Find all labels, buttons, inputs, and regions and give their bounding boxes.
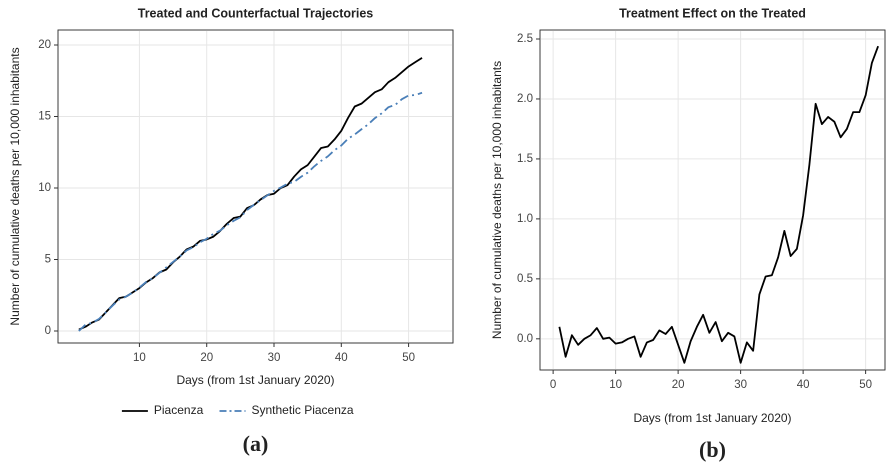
x-tick-label: 40 [335, 352, 348, 364]
y-tick-label: 1.0 [517, 213, 533, 225]
legend-label: Piacenza [154, 403, 204, 417]
y-tick-label: 10 [38, 182, 51, 194]
x-tick-label: 20 [672, 379, 685, 391]
plot-border [57, 29, 454, 344]
legend-label: Synthetic Piacenza [252, 403, 354, 417]
data-line [78, 91, 423, 332]
x-tick-label: 50 [859, 379, 872, 391]
y-tick-label: 20 [38, 39, 51, 51]
y-tick-label: 2.0 [517, 93, 533, 105]
y-tick-label: 2.5 [517, 33, 533, 45]
y-tick-label: 0 [45, 325, 51, 337]
y-axis-label: Number of cumulative deaths per 10,000 i… [490, 61, 504, 339]
x-tick-label: 50 [402, 352, 415, 364]
plot-panel [539, 29, 886, 371]
x-tick-label: 30 [268, 352, 281, 364]
x-axis-label: Days (from 1st January 2020) [176, 373, 334, 387]
y-tick-label: 1.5 [517, 153, 533, 165]
panel-caption: (b) [699, 437, 726, 462]
chart-title: Treatment Effect on the Treated [619, 6, 806, 20]
x-tick-label: 10 [133, 352, 146, 364]
plot-panel [57, 29, 454, 344]
x-tick-label: 20 [200, 352, 213, 364]
y-tick-label: 0.0 [517, 333, 533, 345]
x-tick-label: 10 [609, 379, 622, 391]
y-tick-label: 0.5 [517, 273, 533, 285]
panel-caption: (a) [243, 431, 269, 456]
y-tick-label: 5 [45, 254, 51, 266]
data-line [558, 45, 879, 364]
x-tick-label: 30 [734, 379, 747, 391]
y-tick-label: 15 [38, 111, 51, 123]
x-axis-label: Days (from 1st January 2020) [633, 411, 791, 425]
x-tick-label: 40 [797, 379, 810, 391]
chart-title: Treated and Counterfactual Trajectories [138, 6, 374, 20]
y-axis-label: Number of cumulative deaths per 10,000 i… [8, 47, 22, 325]
plot-border [539, 29, 886, 371]
x-tick-label: 0 [550, 379, 556, 391]
